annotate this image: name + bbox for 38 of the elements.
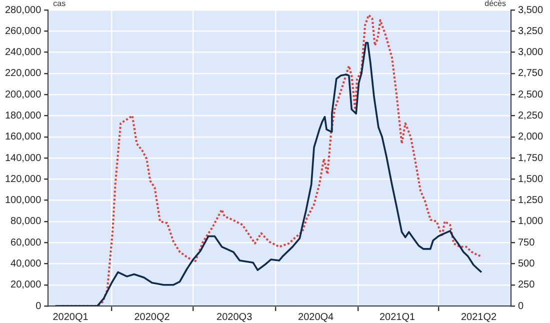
y-tick-label: 100,000 (4, 195, 42, 206)
y2-tick-label: 2,000 (518, 132, 544, 143)
x-tick-label: 2021Q2 (460, 312, 497, 323)
x-tick-label: 2020Q4 (298, 312, 334, 323)
y-tick-label: 60,000 (10, 237, 42, 248)
y2-tick-label: 2,250 (518, 110, 544, 122)
y-tick-label: 80,000 (10, 216, 42, 228)
y2-tick-label: 2,500 (518, 89, 544, 100)
y-tick-label: 260,000 (4, 26, 42, 37)
y-axis-title: cas (53, 0, 66, 8)
y-tick-label: 40,000 (10, 258, 42, 270)
y2-tick-label: 0 (518, 300, 524, 312)
y2-tick-label: 3,000 (518, 47, 544, 58)
y-tick-label: 120,000 (4, 174, 42, 185)
y-tick-label: 180,000 (4, 110, 42, 122)
y-tick-label: 240,000 (4, 47, 42, 58)
x-tick-label: 2020Q2 (134, 312, 170, 323)
y2-tick-label: 1,750 (518, 152, 544, 164)
x-tick-label: 2020Q3 (216, 312, 253, 323)
y2-axis-title: décès (484, 0, 506, 8)
y2-tick-label: 2,750 (518, 68, 544, 80)
y2-tick-label: 1,500 (518, 174, 544, 185)
x-tick-label: 2020Q1 (52, 312, 89, 323)
y-tick-label: 140,000 (4, 152, 42, 164)
y-tick-label: 200,000 (4, 89, 42, 100)
y2-tick-label: 1,000 (518, 216, 544, 228)
y2-tick-label: 250 (518, 280, 536, 291)
x-tick-label: 2021Q1 (379, 312, 416, 323)
y-tick-label: 220,000 (4, 68, 42, 80)
y2-tick-label: 750 (518, 237, 536, 248)
y-tick-label: 160,000 (4, 132, 42, 143)
y-tick-label: 20,000 (10, 280, 42, 291)
y2-tick-label: 3,250 (518, 26, 544, 37)
y2-tick-label: 1,250 (518, 195, 544, 206)
y2-tick-label: 500 (518, 258, 536, 270)
y2-tick-label: 3,500 (518, 4, 544, 16)
y-tick-label: 0 (36, 300, 42, 312)
y-tick-label: 280,000 (4, 4, 42, 16)
